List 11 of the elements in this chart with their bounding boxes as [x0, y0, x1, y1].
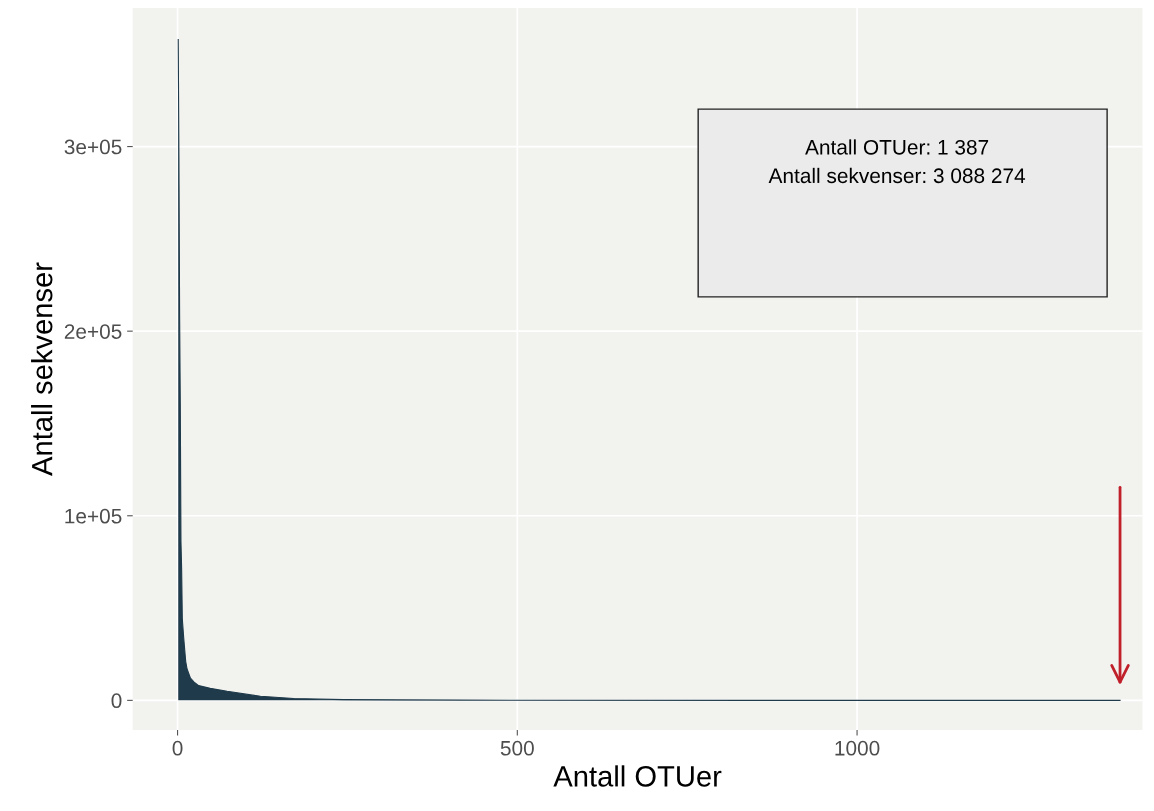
y-tick-label: 0	[111, 693, 122, 709]
annotation: Antall sekvenser: 3 088 274	[768, 167, 1026, 184]
y-axis-title: Antall sekvenser	[31, 262, 53, 476]
y-tick-label: 2e+05	[64, 324, 122, 339]
x-tick-label: 0	[172, 740, 183, 756]
x-tick-label: 1000	[835, 740, 880, 756]
y-tick-label: 1e+05	[65, 508, 122, 524]
y-tick-label: 3e+05	[64, 139, 122, 155]
x-tick-label: 500	[500, 740, 534, 756]
x-axis-title: Antall OTUer	[553, 765, 722, 787]
annotation: Antall OTUer: 1 387	[805, 139, 989, 155]
